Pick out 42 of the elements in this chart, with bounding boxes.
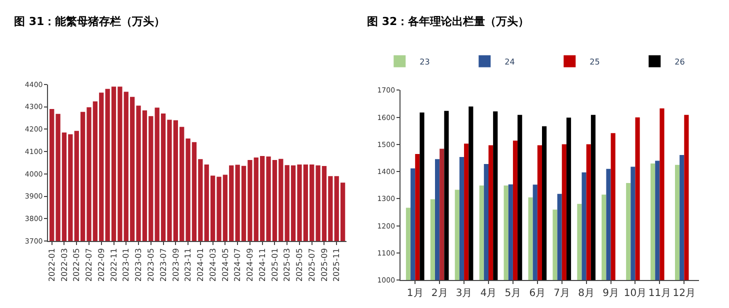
x-tick-label: 2025-07 (307, 248, 316, 282)
x-tick-label: 11月 (648, 288, 672, 300)
x-tick-label: 2024-09 (246, 248, 255, 282)
x-tick-label: 7月 (554, 288, 570, 300)
x-tick-label: 5月 (504, 288, 522, 300)
x-tick-label: 2025-11 (332, 248, 342, 282)
x-tick-label: 2023-05 (146, 248, 156, 282)
x-tick-label: 2025-09 (320, 248, 329, 282)
x-tick-label: 10月 (624, 288, 647, 300)
legend-label: 24 (504, 57, 515, 66)
legend-label: 26 (674, 57, 685, 66)
x-tick-label: 9月 (602, 288, 619, 300)
x-tick-label: 2025-01 (270, 248, 280, 282)
x-tick-label: 2023-07 (158, 248, 168, 282)
x-tick-label: 2023-01 (122, 248, 131, 282)
x-tick-label: 2024-11 (258, 248, 267, 282)
x-tick-label: 2月 (431, 288, 448, 300)
x-tick-label: 1月 (406, 288, 424, 300)
x-tick-label: 6月 (529, 288, 546, 300)
x-tick-label: 2022-07 (84, 248, 94, 282)
chart-title: 图 31：能繁母猪存栏（万头） (14, 15, 166, 28)
x-tick-label: 12月 (672, 288, 696, 300)
x-tick-label: 2022-05 (72, 248, 82, 282)
x-tick-label: 2024-01 (196, 248, 206, 282)
x-tick-label: 4月 (480, 288, 497, 300)
legend-label: 23 (420, 57, 430, 66)
x-tick-label: 2022-09 (96, 248, 106, 282)
x-tick-label: 2025-05 (295, 248, 304, 282)
x-tick-label: 2025-03 (282, 248, 292, 282)
x-tick-label: 2024-07 (233, 248, 242, 282)
chart-title: 图 32：各年理论出栏量（万头） (367, 15, 530, 28)
x-tick-label: 8月 (578, 288, 595, 300)
x-tick-label: 2024-05 (220, 248, 230, 282)
legend-label: 25 (590, 57, 600, 66)
x-tick-label: 2023-11 (184, 248, 193, 282)
x-tick-label: 3月 (456, 288, 472, 300)
x-tick-label: 2023-03 (134, 248, 144, 282)
x-tick-label: 2022-03 (60, 248, 69, 282)
x-tick-label: 2022-11 (109, 248, 118, 282)
x-tick-label: 2022-01 (47, 248, 56, 282)
x-tick-label: 2023-09 (171, 248, 180, 282)
x-tick-label: 2024-03 (208, 248, 218, 282)
